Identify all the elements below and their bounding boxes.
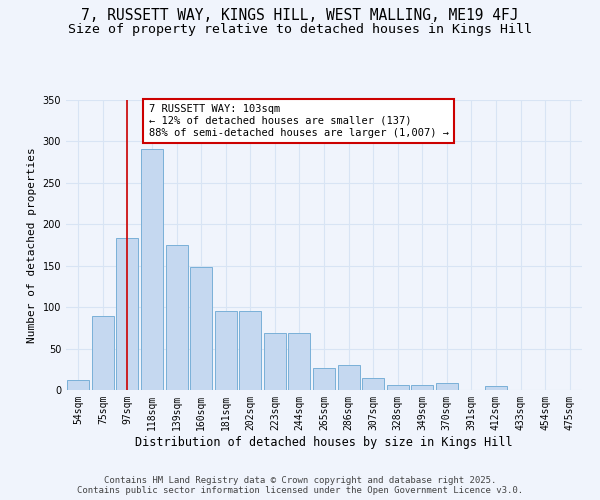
Bar [411, 385, 433, 390]
X-axis label: Distribution of detached houses by size in Kings Hill: Distribution of detached houses by size … [135, 436, 513, 448]
Text: 7 RUSSETT WAY: 103sqm
← 12% of detached houses are smaller (137)
88% of semi-det: 7 RUSSETT WAY: 103sqm ← 12% of detached … [149, 104, 449, 138]
Bar [166, 245, 188, 390]
Bar [313, 368, 335, 390]
Bar [67, 380, 89, 390]
Text: 7, RUSSETT WAY, KINGS HILL, WEST MALLING, ME19 4FJ: 7, RUSSETT WAY, KINGS HILL, WEST MALLING… [81, 8, 519, 22]
Bar [485, 386, 507, 390]
Y-axis label: Number of detached properties: Number of detached properties [27, 147, 37, 343]
Bar [264, 333, 286, 390]
Bar [239, 312, 262, 390]
Text: Contains HM Land Registry data © Crown copyright and database right 2025.
Contai: Contains HM Land Registry data © Crown c… [77, 476, 523, 495]
Bar [386, 385, 409, 390]
Bar [289, 333, 310, 390]
Bar [215, 312, 237, 390]
Bar [362, 378, 384, 390]
Text: Size of property relative to detached houses in Kings Hill: Size of property relative to detached ho… [68, 22, 532, 36]
Bar [436, 382, 458, 390]
Bar [141, 149, 163, 390]
Bar [92, 316, 114, 390]
Bar [116, 238, 139, 390]
Bar [190, 268, 212, 390]
Bar [338, 365, 359, 390]
